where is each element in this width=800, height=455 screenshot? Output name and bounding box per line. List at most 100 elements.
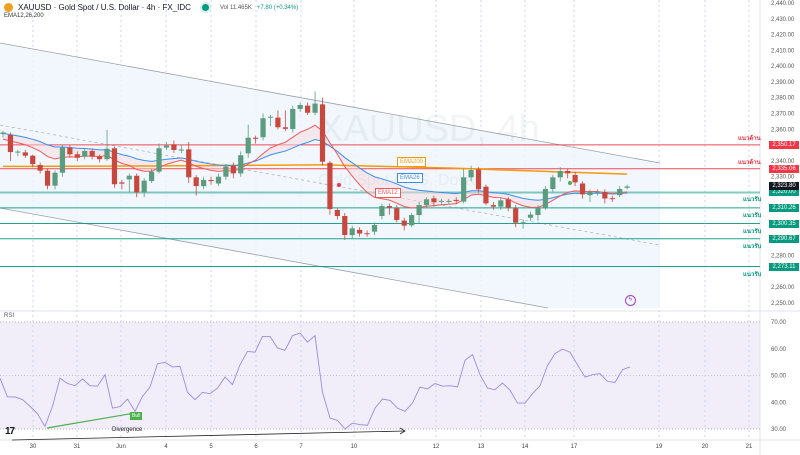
candle <box>126 173 132 193</box>
ema200-line <box>2 164 628 175</box>
support-label: แนวรับ <box>743 197 762 204</box>
rsi-tick: 30.00 <box>771 427 787 433</box>
candle <box>253 135 259 144</box>
candle <box>602 189 608 204</box>
candle-body <box>163 145 170 148</box>
support-label: แนวรับ <box>743 212 762 219</box>
candle-body <box>587 192 593 196</box>
time-axis-label: 4 <box>164 444 168 450</box>
candle <box>542 186 548 210</box>
price-tick: 2,250.00 <box>771 301 795 307</box>
candle <box>67 145 73 158</box>
candle <box>475 167 482 193</box>
candle <box>446 198 452 204</box>
candle <box>416 201 422 225</box>
bull-divergence-label: Bull <box>130 412 143 420</box>
candle-body <box>364 233 370 235</box>
ema200-tag: EMA200 <box>397 157 427 167</box>
candle-body <box>215 176 222 184</box>
price-tick: 2,400.00 <box>771 64 795 70</box>
candle-body <box>327 162 333 210</box>
price-tick: 2,430.00 <box>771 17 795 23</box>
time-axis-label: 12 <box>432 444 440 450</box>
candle-body <box>245 137 251 154</box>
symbol-title[interactable]: XAUUSD · Gold Spot / U.S. Dollar · 4h · … <box>18 3 191 12</box>
candle-body <box>74 154 80 158</box>
candle-body <box>423 199 430 206</box>
time-axis-label: 7 <box>299 444 303 450</box>
candle-body <box>535 208 541 216</box>
rsi-line <box>0 332 631 430</box>
candle-body <box>275 117 281 128</box>
candle <box>156 143 162 174</box>
candle <box>319 97 326 166</box>
candle <box>297 102 303 112</box>
candle-body <box>379 206 385 217</box>
candle-body <box>297 105 303 109</box>
time-axis-label: 20 <box>701 444 709 450</box>
candle-body <box>82 150 88 157</box>
rsi-title[interactable]: RSI <box>4 313 15 319</box>
channel-lower-line <box>0 207 549 309</box>
indicator-legend[interactable]: EMA12,26,200 <box>4 13 44 19</box>
arrow-head-icon <box>399 427 406 435</box>
candle <box>282 110 288 131</box>
lightning-alert-icon[interactable]: ϟ <box>625 295 636 306</box>
price-change: +7.80 (+0.34%) <box>256 4 299 11</box>
candle-body <box>334 210 340 217</box>
candle <box>409 213 415 228</box>
candle-body <box>37 165 43 171</box>
candle <box>141 178 147 198</box>
gold-symbol-icon <box>4 3 13 12</box>
candle <box>89 148 95 160</box>
candle <box>394 205 400 223</box>
candle-body <box>171 144 177 151</box>
tradingview-logo[interactable]: 17 <box>5 426 15 437</box>
candle-body <box>104 148 110 160</box>
candle <box>579 181 586 199</box>
candle-body <box>7 135 14 153</box>
candle-body <box>572 174 578 183</box>
candle-body <box>267 116 274 118</box>
support-price-badge: 2,300.35 <box>769 219 799 228</box>
candle-body <box>565 171 571 174</box>
time-axis-label: Jun <box>116 444 126 450</box>
candle <box>37 162 43 174</box>
channel-mid-line <box>0 124 661 246</box>
candle-body <box>475 169 482 190</box>
candle-body <box>513 208 519 223</box>
candle <box>327 160 333 215</box>
candle-body <box>446 200 452 202</box>
candle-body <box>52 172 58 186</box>
time-axis-label: 17 <box>570 444 578 450</box>
candle-body <box>89 150 95 157</box>
support-label: แนวรับ <box>743 243 762 250</box>
resistance-label: แนวต้าน <box>738 159 761 166</box>
candle-body <box>141 180 147 193</box>
candle <box>171 140 177 154</box>
price-tick: 2,360.00 <box>771 127 795 133</box>
candle-body <box>357 229 363 234</box>
candle-body <box>126 175 132 180</box>
resistance-price-badge: 2,335.06 <box>769 164 799 173</box>
symbol-legend: XAUUSD · Gold Spot / U.S. Dollar · 4h · … <box>4 3 298 12</box>
candle <box>334 208 340 220</box>
candle-body <box>230 165 236 174</box>
candle <box>134 173 140 198</box>
candle-body <box>22 152 28 156</box>
time-axis-label: 19 <box>655 444 663 450</box>
candle <box>22 149 28 158</box>
candle-body <box>193 177 199 187</box>
candle-body <box>490 205 496 207</box>
candle <box>267 115 274 127</box>
support-label: แนวรับ <box>743 228 762 235</box>
candle <box>565 168 571 179</box>
candle <box>438 198 444 206</box>
candle <box>357 227 363 237</box>
candle <box>223 164 229 180</box>
candle-body <box>409 215 415 226</box>
candle <box>275 110 281 130</box>
candle-body <box>260 118 266 138</box>
candle-body <box>253 137 259 139</box>
